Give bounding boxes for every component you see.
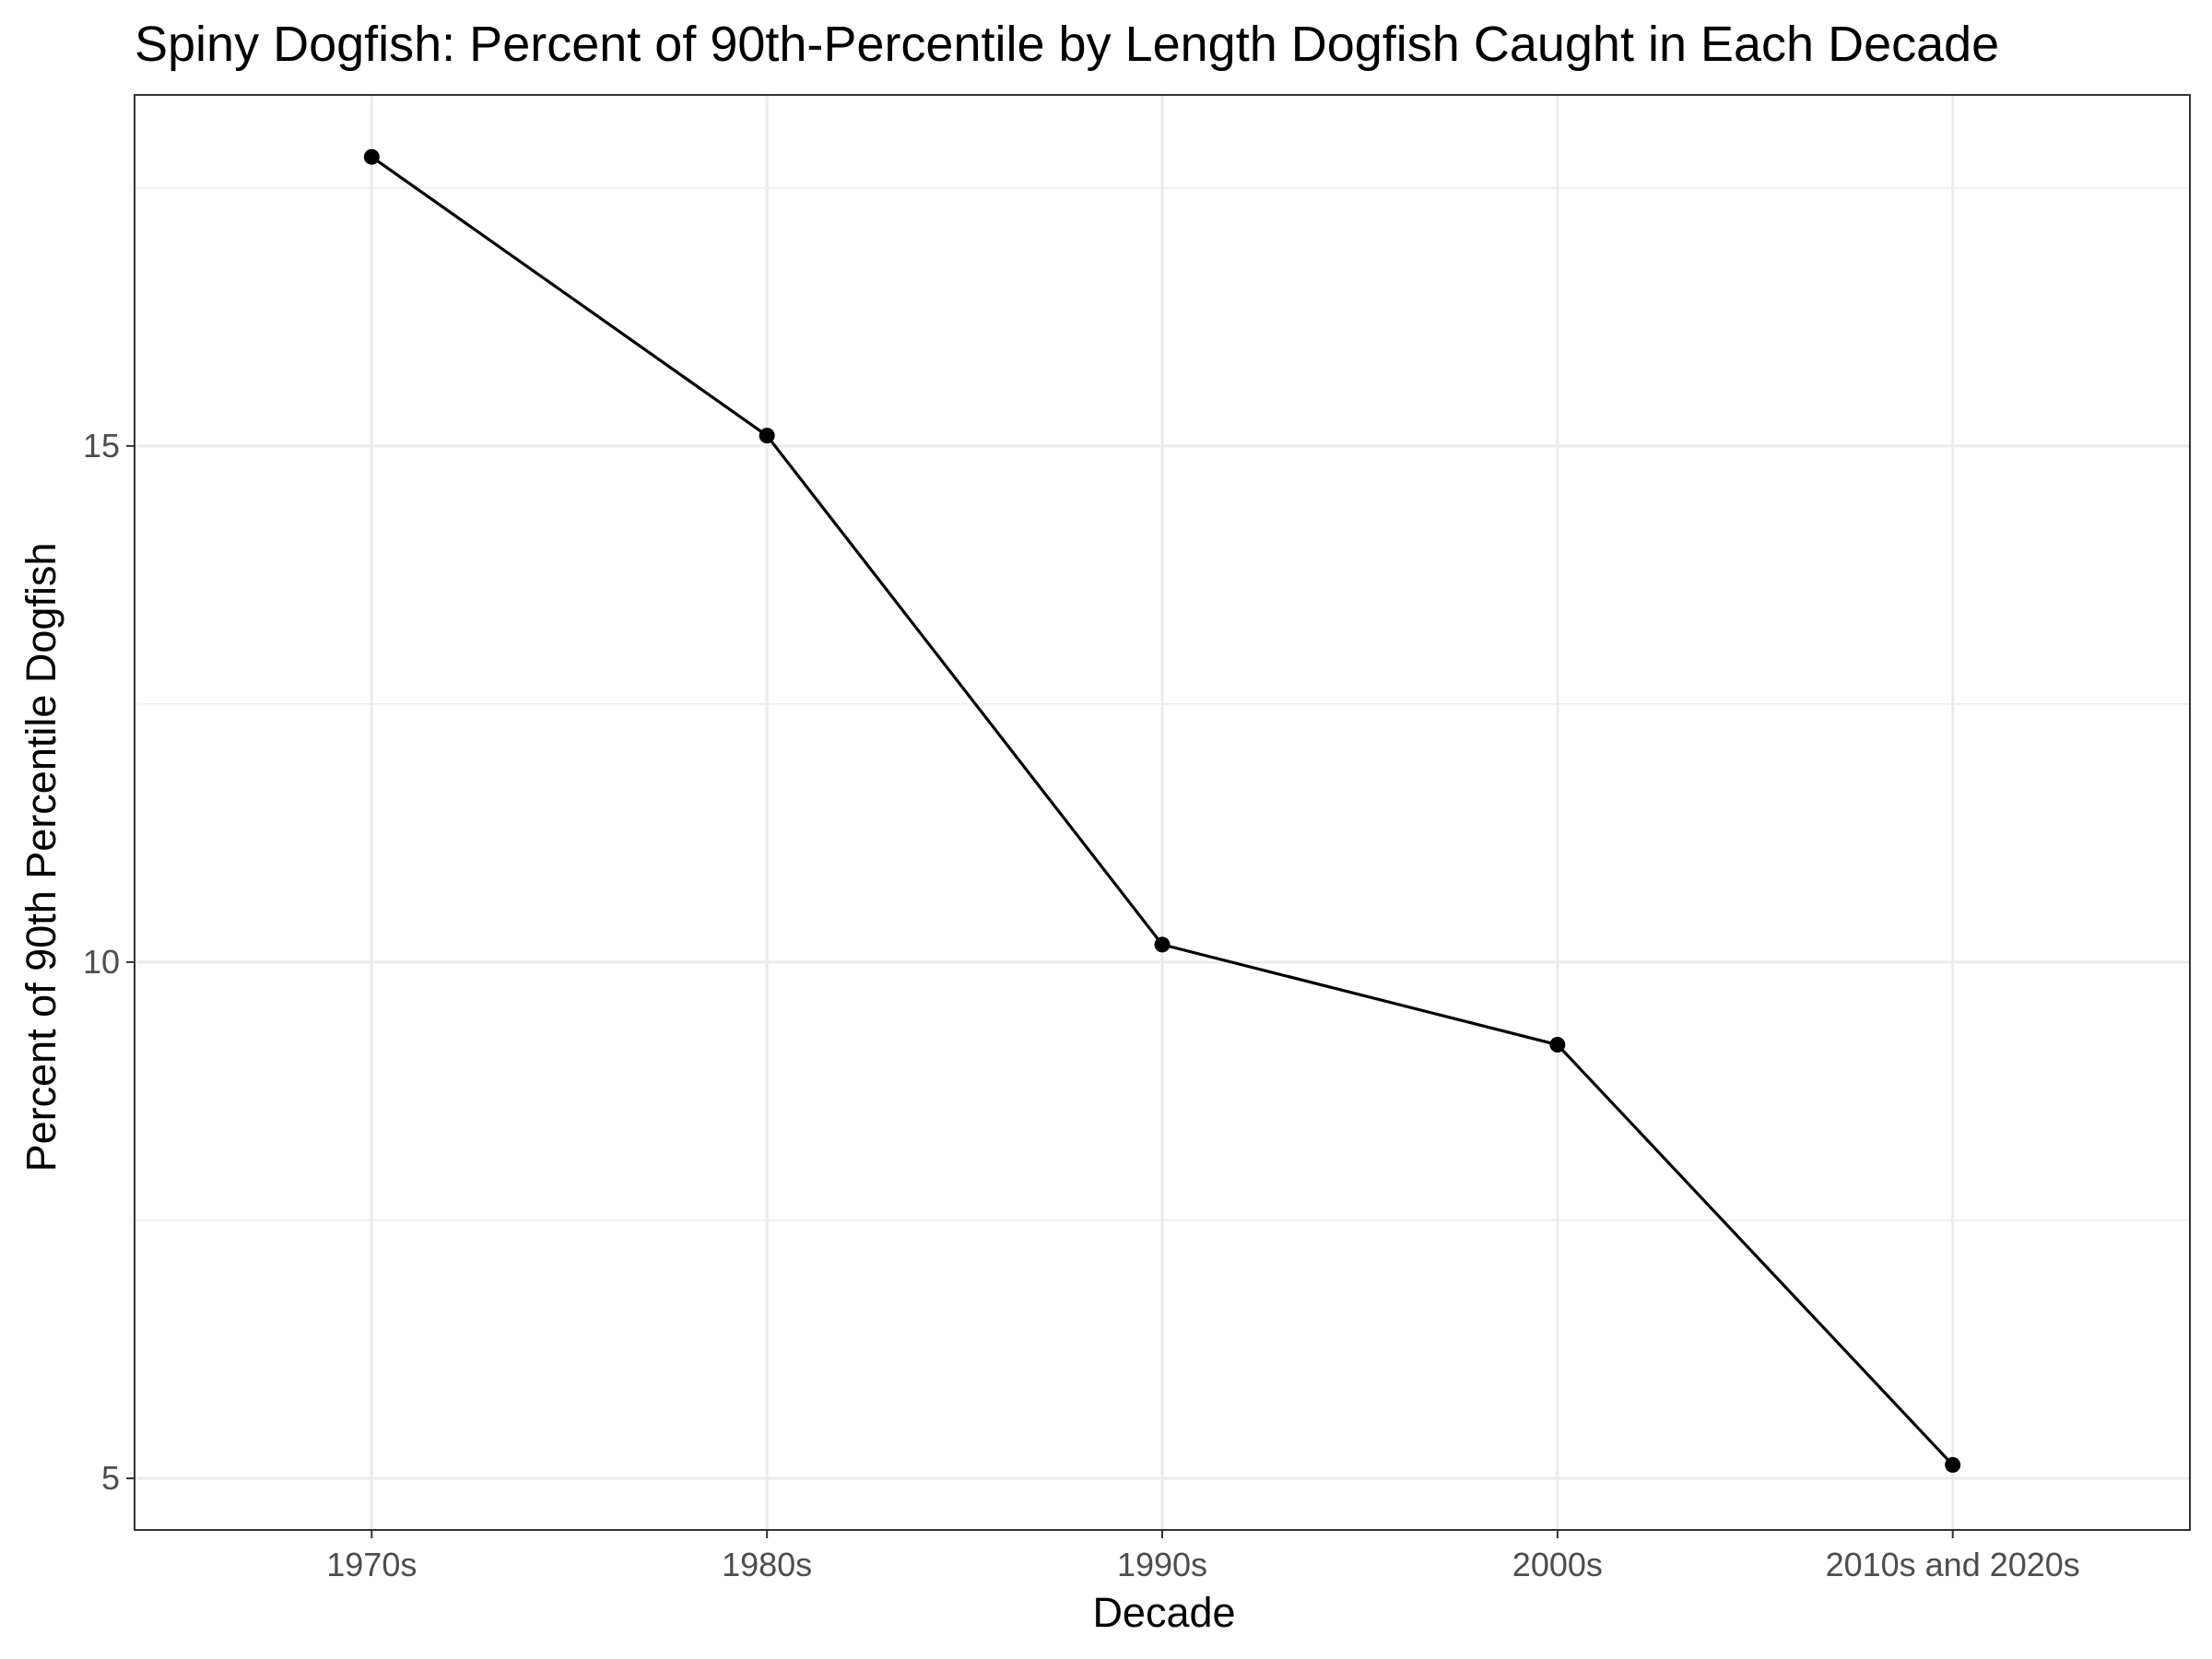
y-tick-label: 10 [83,943,120,981]
y-tick-label: 5 [101,1459,120,1497]
data-point [759,428,775,444]
x-tick-label: 1980s [722,1546,812,1583]
y-axis-ticks: 5 10 15 [83,427,135,1497]
x-axis-ticks: 1970s 1980s 1990s 2000s 2010s and 2020s [326,1530,2080,1583]
x-tick-label: 2000s [1512,1546,1603,1583]
data-points [363,148,1961,1473]
y-axis-title: Percent of 90th Percentile Dogfish [18,543,65,1172]
x-tick-label: 1970s [326,1546,417,1583]
data-point [1945,1456,1961,1473]
grid-lines [135,95,2190,1530]
x-axis-title: Decade [1092,1589,1235,1636]
x-tick-label: 2010s and 2020s [1826,1546,2080,1583]
chart-title: Spiny Dogfish: Percent of 90th-Percentil… [135,17,1999,72]
x-tick-label: 1990s [1117,1546,1207,1583]
y-tick-label: 15 [83,427,120,465]
data-point [1154,936,1171,953]
data-point [1549,1037,1566,1053]
data-point [363,148,380,165]
